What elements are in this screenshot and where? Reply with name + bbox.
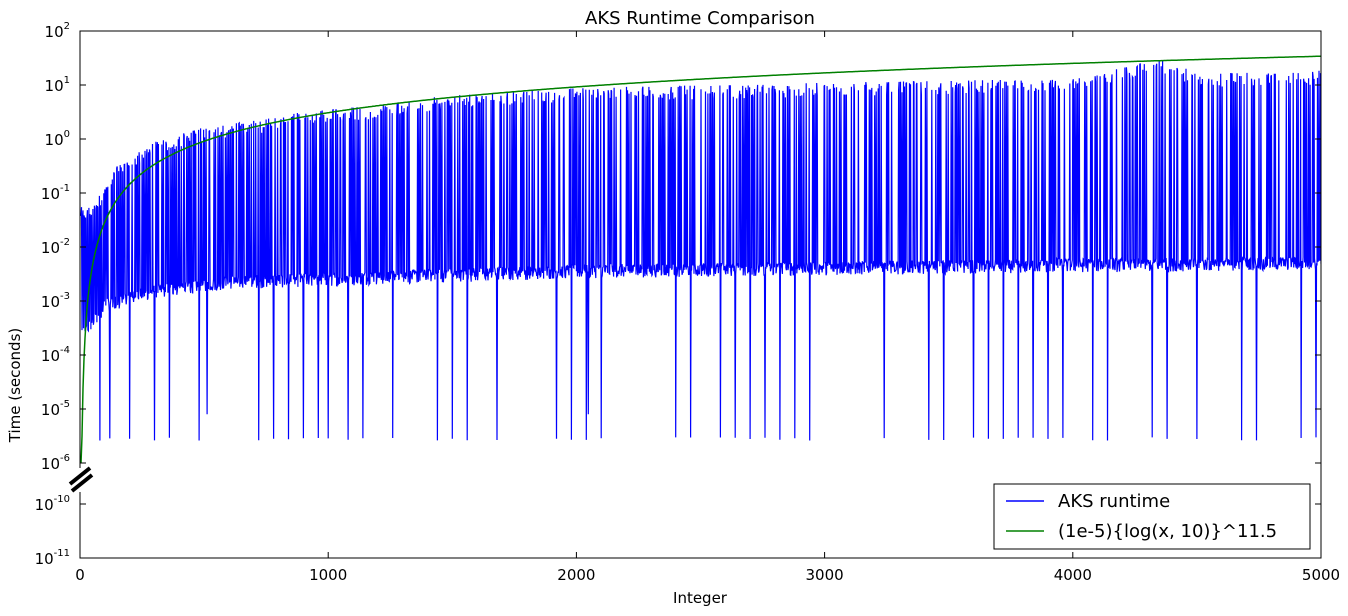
y-tick-label: 10-10	[35, 494, 70, 514]
axis-break-line	[70, 473, 94, 493]
legend-box	[993, 483, 1311, 550]
chart-title: AKS Runtime Comparison	[585, 8, 815, 29]
y-tick-label: 10-4	[41, 345, 70, 365]
y-axis-label: Time (seconds)	[6, 328, 24, 444]
ticks-layer: 0 1000 2000 3000 4000 5000 102 101 100 10-1 10-2 10…	[35, 21, 1341, 584]
legend-label: (1e-5){log(x, 10)}^11.5	[1058, 521, 1277, 542]
y-tick-label: 10-2	[41, 237, 70, 257]
x-tick-label: 2000	[557, 566, 595, 584]
axis-break-marker	[68, 466, 94, 493]
series-layer	[80, 55, 1321, 464]
x-axis-label: Integer	[673, 589, 728, 607]
series-line-fit	[80, 55, 1321, 464]
y-tick-label: 10-1	[41, 183, 70, 203]
legend-label: AKS runtime	[1058, 491, 1170, 512]
y-tick-label: 102	[45, 21, 70, 41]
x-tick-label: 0	[75, 566, 85, 584]
x-tick-label: 5000	[1302, 566, 1340, 584]
y-tick-label: 10-11	[35, 548, 70, 568]
axis-break-line	[68, 466, 92, 486]
y-tick-label: 101	[45, 75, 70, 95]
legend: AKS runtime (1e-5){log(x, 10)}^11.5	[993, 483, 1311, 550]
series-line-aks-runtime	[80, 60, 1321, 441]
y-tick-label: 100	[45, 129, 70, 149]
x-tick-label: 4000	[1054, 566, 1092, 584]
x-tick-label: 1000	[309, 566, 347, 584]
plot-frame	[79, 30, 1322, 559]
y-tick-label: 10-3	[41, 291, 70, 311]
x-tick-label: 3000	[806, 566, 844, 584]
y-tick-label: 10-6	[41, 453, 70, 473]
y-tick-label: 10-5	[41, 399, 70, 419]
